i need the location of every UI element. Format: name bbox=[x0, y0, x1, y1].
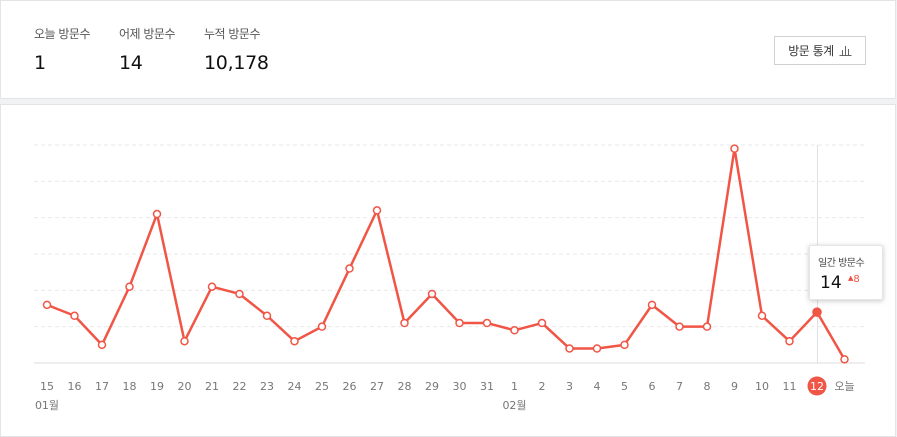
tooltip-delta: ▲8 bbox=[848, 274, 860, 285]
x-tick-label: 28 bbox=[398, 380, 412, 393]
x-tick-label: 1 bbox=[511, 380, 518, 393]
data-point bbox=[647, 300, 657, 310]
total-visits: 누적 방문수 10,178 bbox=[204, 25, 269, 74]
x-tick-label: 29 bbox=[425, 380, 439, 393]
today-visits-label: 오늘 방문수 bbox=[34, 27, 91, 41]
total-visits-value: 10,178 bbox=[204, 52, 269, 74]
data-point bbox=[262, 311, 272, 321]
tooltip-delta-value: 8 bbox=[853, 274, 860, 285]
series-line bbox=[46, 147, 846, 360]
data-point bbox=[455, 318, 464, 328]
data-point bbox=[70, 311, 79, 321]
x-tick-label: 25 bbox=[315, 380, 329, 393]
data-point bbox=[42, 300, 52, 310]
x-tick-label: 5 bbox=[621, 380, 628, 393]
x-tick-label: 27 bbox=[370, 380, 384, 393]
data-point bbox=[400, 318, 409, 328]
data-point bbox=[427, 289, 437, 299]
data-point bbox=[290, 336, 299, 346]
data-point bbox=[97, 340, 107, 350]
total-visits-label: 누적 방문수 bbox=[204, 27, 261, 41]
data-point bbox=[482, 318, 492, 328]
x-tick-label: 26 bbox=[343, 380, 357, 393]
x-tick-label: 16 bbox=[68, 380, 82, 393]
data-point bbox=[620, 340, 629, 350]
data-point bbox=[702, 322, 712, 331]
x-tick-label: 18 bbox=[123, 380, 137, 393]
x-tick-label: 15 bbox=[40, 380, 54, 393]
data-point bbox=[785, 336, 794, 346]
x-tick-label: 3 bbox=[566, 380, 573, 393]
today-visits-value: 1 bbox=[34, 52, 46, 74]
bar-chart-icon bbox=[839, 46, 852, 56]
x-tick-label: 9 bbox=[731, 380, 738, 393]
x-tick-label: 6 bbox=[649, 380, 656, 393]
x-tick-label: 30 bbox=[453, 380, 467, 393]
x-tick-label: 24 bbox=[288, 380, 302, 393]
data-point bbox=[757, 311, 767, 321]
x-tick-label: 23 bbox=[260, 380, 274, 393]
data-point bbox=[840, 355, 849, 364]
x-tick-label: 8 bbox=[704, 380, 711, 393]
x-tick-label: 17 bbox=[95, 380, 109, 393]
x-tick-label: 20 bbox=[178, 380, 192, 393]
x-tick-label: 12 bbox=[810, 380, 824, 393]
data-point bbox=[125, 282, 134, 291]
tooltip-value: 14 bbox=[820, 273, 842, 293]
data-point bbox=[592, 344, 602, 353]
data-point bbox=[317, 322, 327, 331]
yesterday-visits-label: 어제 방문수 bbox=[119, 27, 176, 41]
x-tick-label: 31 bbox=[480, 380, 494, 393]
visit-stats-button[interactable]: 방문 통계 bbox=[774, 36, 866, 65]
data-point bbox=[510, 326, 519, 335]
selected-day-badge bbox=[807, 376, 827, 396]
x-tick-label: 22 bbox=[233, 380, 247, 393]
x-tick-label: 2 bbox=[539, 380, 546, 393]
data-point bbox=[372, 206, 382, 215]
tooltip-label: 일간 방문수 bbox=[818, 258, 865, 269]
x-tick-label: 10 bbox=[755, 380, 769, 393]
up-triangle-icon: ▲ bbox=[848, 274, 854, 282]
selected-data-point bbox=[812, 307, 822, 317]
data-point bbox=[565, 344, 574, 353]
visit-summary-panel: 오늘 방문수 1 어제 방문수 14 누적 방문수 10,178 방문 통계 bbox=[0, 0, 896, 99]
x-tick-label: 4 bbox=[594, 380, 601, 393]
month-label: 02월 bbox=[502, 399, 526, 412]
data-point bbox=[537, 318, 547, 328]
daily-visits-chart-panel: 15 16 17 18 19 20 21 22 23 24 25 26 27 28 29 30 31 1 2 3 4 5 6… bbox=[0, 104, 896, 437]
today-visits: 오늘 방문수 1 bbox=[34, 25, 91, 74]
daily-visits-line-chart: 15 16 17 18 19 20 21 22 23 24 25 26 27 28 29 30 31 1 2 3 4 5 6… bbox=[34, 144, 865, 412]
yesterday-visits: 어제 방문수 14 bbox=[119, 25, 176, 74]
visit-stats-button-label: 방문 통계 bbox=[788, 44, 834, 58]
data-point bbox=[675, 322, 684, 331]
x-tick-label: 오늘 bbox=[834, 380, 854, 393]
data-point bbox=[345, 264, 354, 273]
data-point bbox=[152, 209, 162, 219]
yesterday-visits-value: 14 bbox=[119, 52, 143, 74]
data-point bbox=[180, 336, 189, 346]
x-tick-label: 21 bbox=[205, 380, 219, 393]
x-tick-label: 7 bbox=[676, 380, 683, 393]
x-tick-label: 19 bbox=[150, 380, 164, 393]
x-tick-label: 11 bbox=[783, 380, 797, 393]
data-point bbox=[207, 282, 217, 291]
month-label: 01월 bbox=[35, 399, 59, 412]
daily-visits-tooltip: 일간 방문수 14 ▲8 bbox=[809, 245, 883, 300]
data-point bbox=[235, 289, 244, 299]
data-point bbox=[730, 144, 739, 153]
